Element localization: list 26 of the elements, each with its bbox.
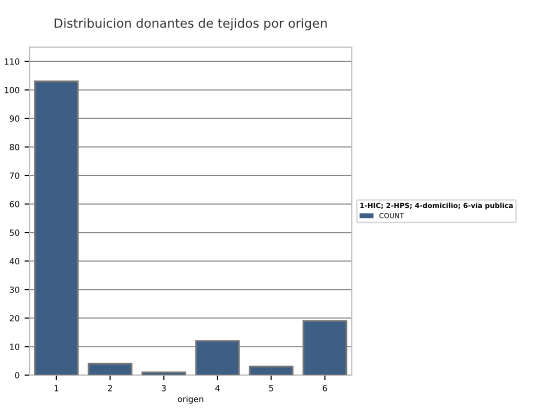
- y-tick-label: 40: [10, 258, 20, 264]
- bar: [34, 80, 79, 376]
- y-tick-label: 80: [10, 144, 20, 150]
- bar: [302, 320, 348, 376]
- y-tick-label: 20: [10, 315, 20, 322]
- bar: [141, 371, 186, 376]
- y-tick-label: 0: [15, 372, 20, 378]
- y-tick-label: 70: [10, 172, 20, 179]
- y-tick-label: 60: [10, 201, 20, 208]
- x-tick-label: 1: [54, 385, 58, 392]
- x-tick-label: 4: [215, 385, 220, 392]
- y-tick-label: 90: [10, 115, 20, 122]
- y-tick-label: 10: [10, 344, 20, 350]
- y-tick-label: 110: [4, 58, 20, 65]
- chart-title: Distribuicion donantes de tejidos por origen: [54, 18, 327, 30]
- bar: [88, 362, 132, 376]
- x-tick-label: 5: [269, 385, 274, 392]
- x-tick-label: 3: [162, 385, 166, 392]
- y-tick-label: 30: [10, 286, 20, 293]
- x-tick-label: 6: [322, 385, 328, 392]
- bar: [195, 340, 240, 376]
- y-tick-label: 100: [4, 86, 20, 94]
- x-tick-label: 2: [108, 385, 112, 392]
- y-tick-label: 50: [10, 230, 20, 236]
- x-axis-title: origen: [178, 396, 204, 404]
- bar: [248, 366, 294, 376]
